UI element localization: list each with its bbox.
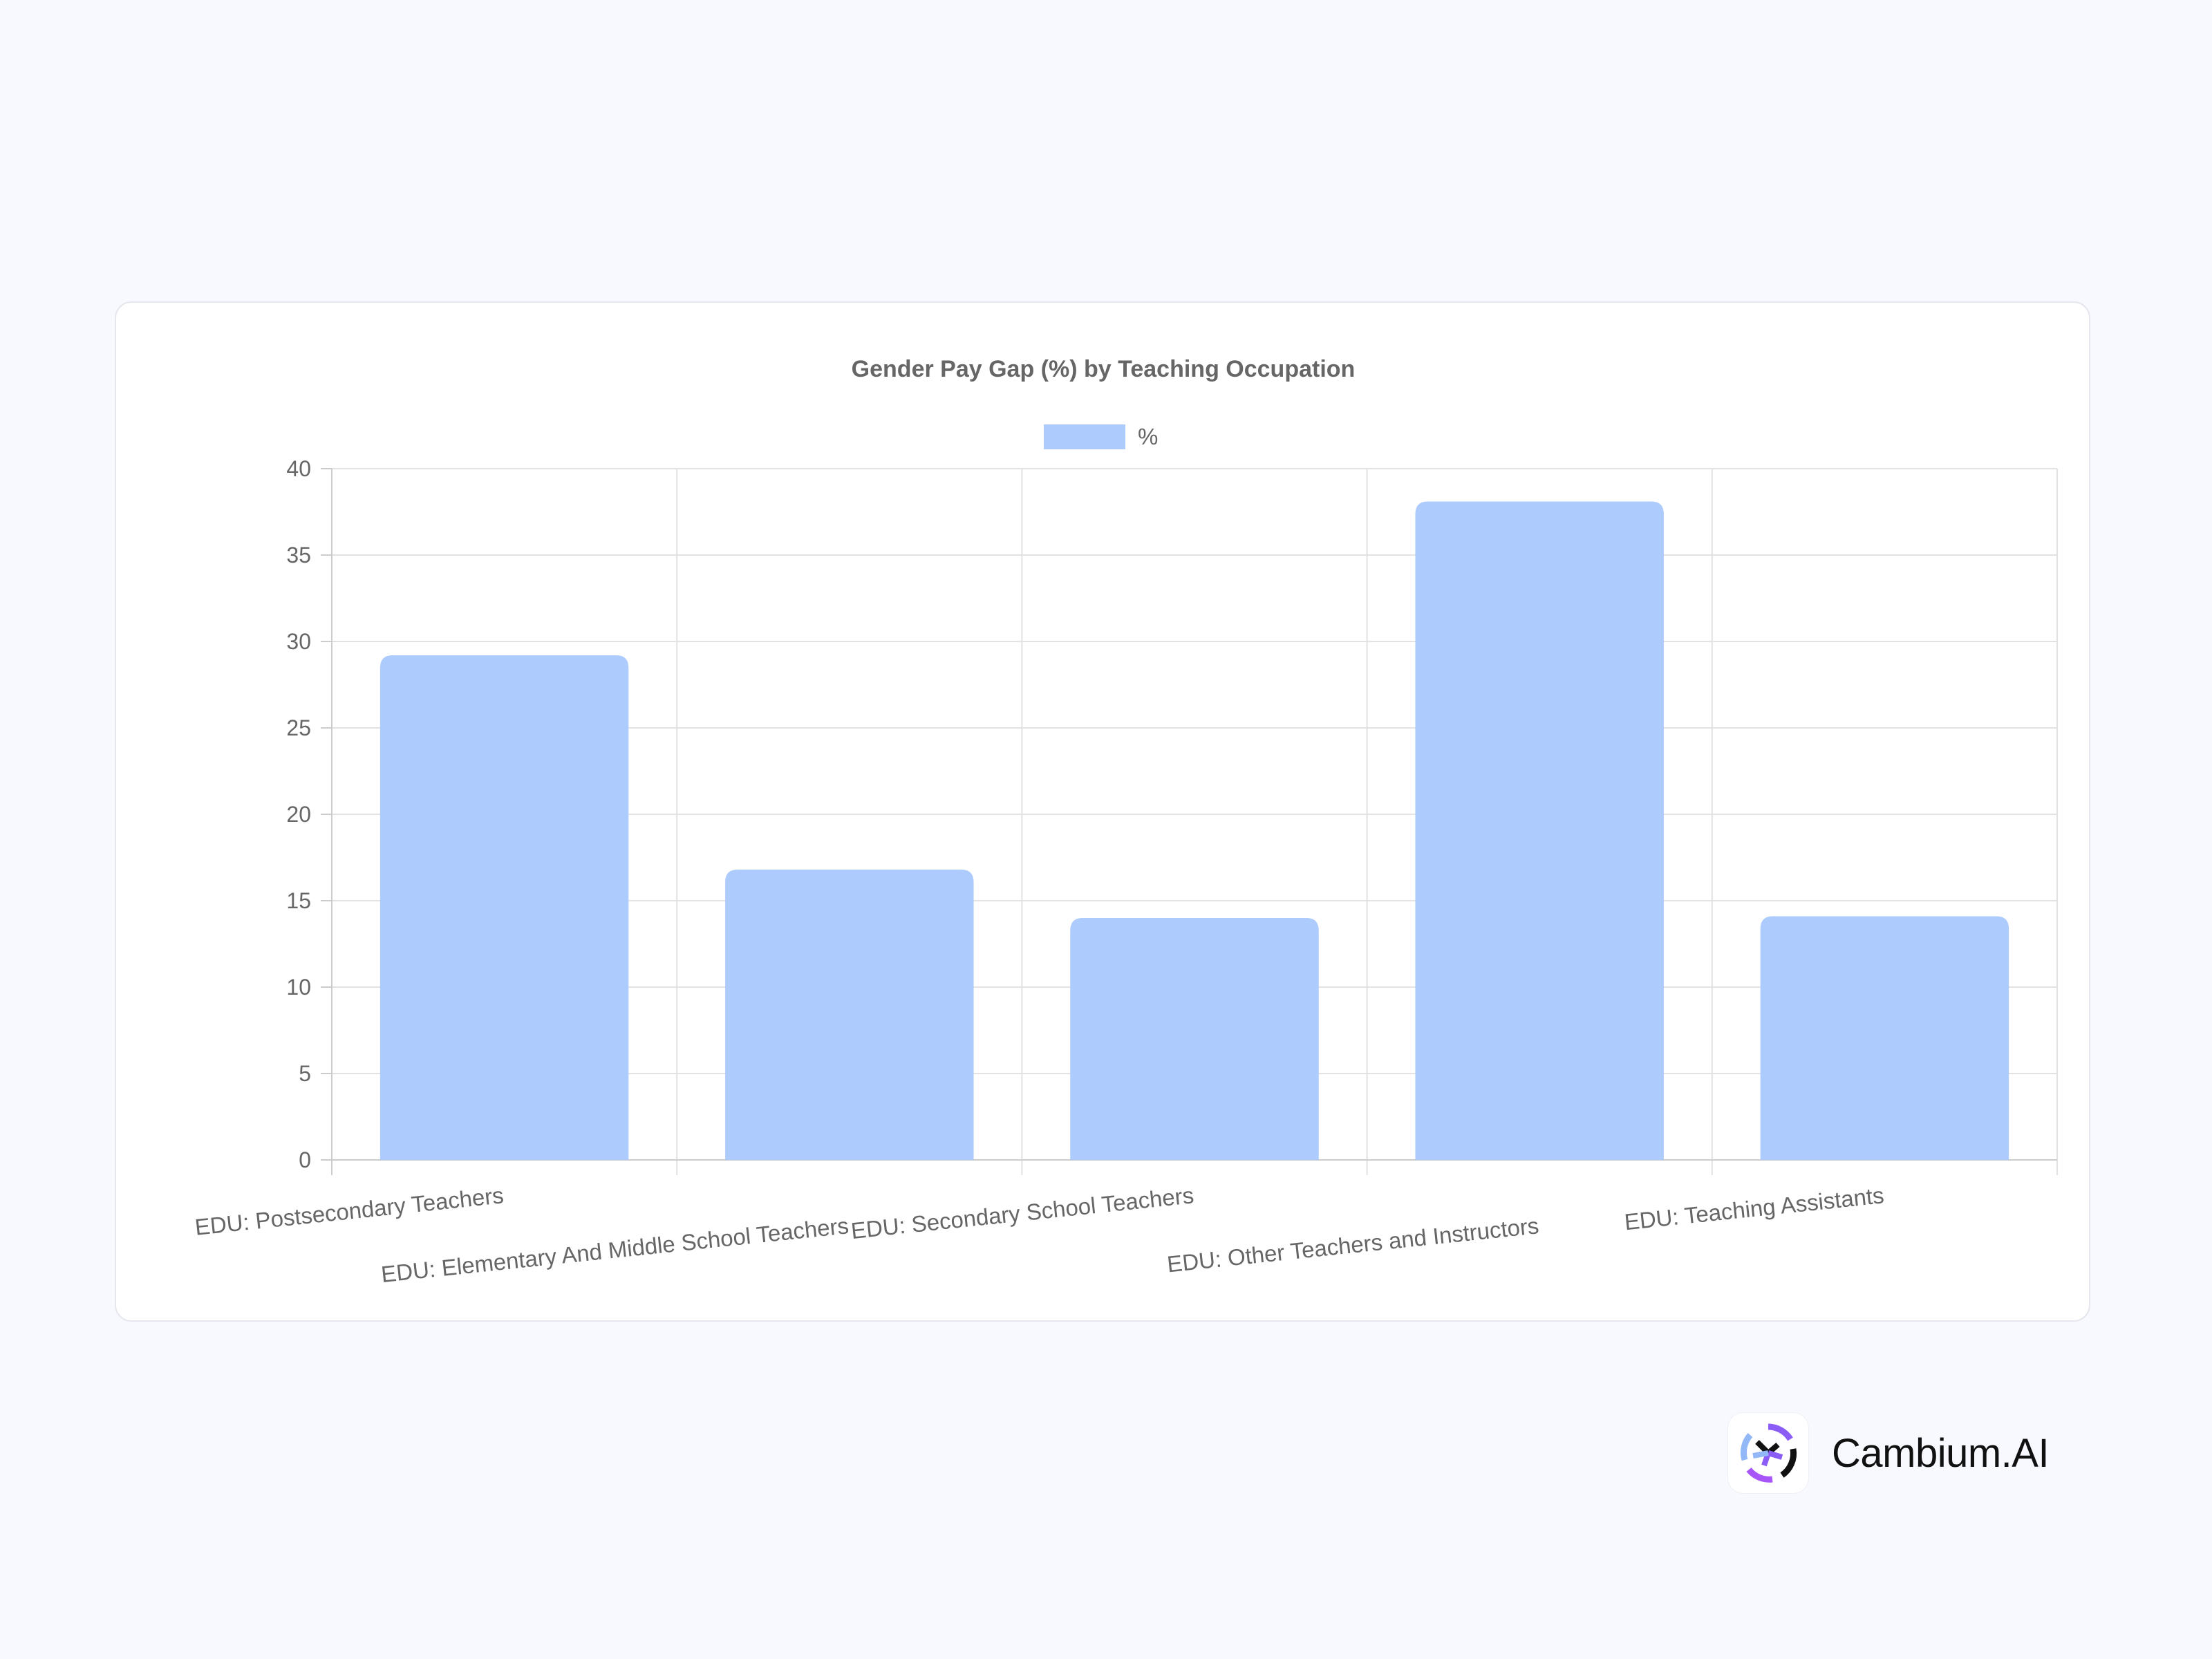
y-tick-label: 30	[286, 629, 311, 654]
y-tick-label: 5	[299, 1061, 311, 1086]
x-tick-label: EDU: Teaching Assistants	[1623, 1182, 1885, 1235]
bar-3[interactable]	[1415, 501, 1664, 1161]
y-tick-label: 10	[286, 975, 311, 1000]
chart-title: Gender Pay Gap (%) by Teaching Occupatio…	[852, 356, 1356, 382]
x-tick-label: EDU: Postsecondary Teachers	[194, 1182, 505, 1240]
y-tick-label: 0	[299, 1147, 311, 1172]
bar-4[interactable]	[1760, 916, 2009, 1161]
y-tick-label: 15	[286, 888, 311, 913]
brand-name: Cambium.AI	[1832, 1430, 2050, 1476]
legend-label: %	[1138, 424, 1158, 449]
y-tick-label: 25	[286, 715, 311, 740]
bar-1[interactable]	[725, 870, 974, 1160]
x-tick-label: EDU: Secondary School Teachers	[850, 1182, 1194, 1244]
cambium-logo-icon	[1728, 1413, 1808, 1493]
y-tick-label: 35	[286, 543, 311, 568]
y-tick-label: 40	[286, 456, 311, 481]
x-tick-label: EDU: Elementary And Middle School Teache…	[379, 1212, 850, 1287]
bar-2[interactable]	[1070, 918, 1319, 1160]
brand-footer: Cambium.AI	[1728, 1413, 2050, 1493]
y-tick-label: 20	[286, 802, 311, 827]
legend-swatch	[1044, 424, 1125, 449]
legend[interactable]: %	[1044, 424, 1158, 449]
x-tick-label: EDU: Other Teachers and Instructors	[1166, 1212, 1540, 1277]
bars	[379, 501, 2009, 1161]
y-axis-ticks: 0 5 10 15 20 25 30 35 40	[286, 456, 332, 1172]
bar-0[interactable]	[379, 655, 629, 1160]
